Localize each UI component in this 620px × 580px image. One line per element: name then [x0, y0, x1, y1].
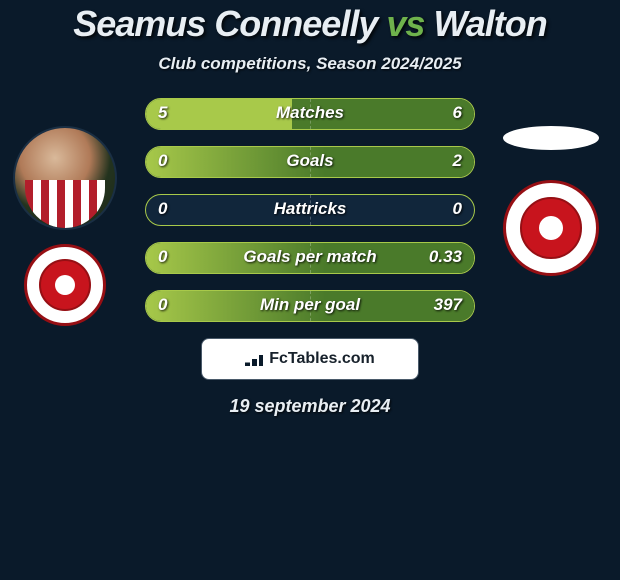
- badge-inner: [39, 259, 92, 312]
- vs-label: vs: [386, 3, 424, 44]
- brand-text: FcTables.com: [269, 350, 375, 368]
- stat-bars: Matches56Goals02Hattricks00Goals per mat…: [145, 92, 475, 322]
- player1-name: Seamus Conneelly: [73, 3, 377, 44]
- stat-bar: Min per goal0 397: [145, 290, 475, 322]
- right-column: [496, 126, 606, 276]
- player2-avatar: [503, 126, 599, 150]
- bar-label: Goals per match: [146, 247, 474, 267]
- page-title: Seamus Conneelly vs Walton: [0, 4, 620, 44]
- player1-club-badge: [24, 244, 106, 326]
- badge-ball: [539, 216, 563, 240]
- bar-value-right: 2: [453, 151, 462, 171]
- bar-value-left: 5: [158, 103, 167, 123]
- bar-value-right: 0.33: [429, 247, 462, 267]
- player2-name: Walton: [433, 3, 546, 44]
- bar-label: Matches: [146, 103, 474, 123]
- badge-ball: [55, 275, 75, 295]
- stat-bar: Goals per match0 0.33: [145, 242, 475, 274]
- brand-badge: FcTables.com: [201, 338, 419, 380]
- bar-value-left: 0: [158, 151, 167, 171]
- bar-value-right: 0: [453, 199, 462, 219]
- bar-label: Hattricks: [146, 199, 474, 219]
- stat-bar: Goals0 2: [145, 146, 475, 178]
- stat-bar: Hattricks0 0: [145, 194, 475, 226]
- player2-club-badge: [503, 180, 599, 276]
- left-column: [10, 126, 120, 326]
- jersey-stripes: [25, 180, 105, 228]
- bar-value-left: 0: [158, 247, 167, 267]
- bar-value-left: 0: [158, 295, 167, 315]
- bar-value-left: 0: [158, 199, 167, 219]
- bar-value-right: 397: [434, 295, 462, 315]
- bar-value-right: 6: [453, 103, 462, 123]
- player1-avatar: [13, 126, 117, 230]
- bar-label: Goals: [146, 151, 474, 171]
- comparison-card: Seamus Conneelly vs Walton Club competit…: [0, 0, 620, 580]
- stat-bar: Matches5 6: [145, 98, 475, 130]
- date-label: 19 september 2024: [0, 396, 620, 417]
- chart-icon: [245, 352, 263, 366]
- badge-inner: [520, 197, 582, 259]
- subtitle: Club competitions, Season 2024/2025: [0, 54, 620, 74]
- bar-label: Min per goal: [146, 295, 474, 315]
